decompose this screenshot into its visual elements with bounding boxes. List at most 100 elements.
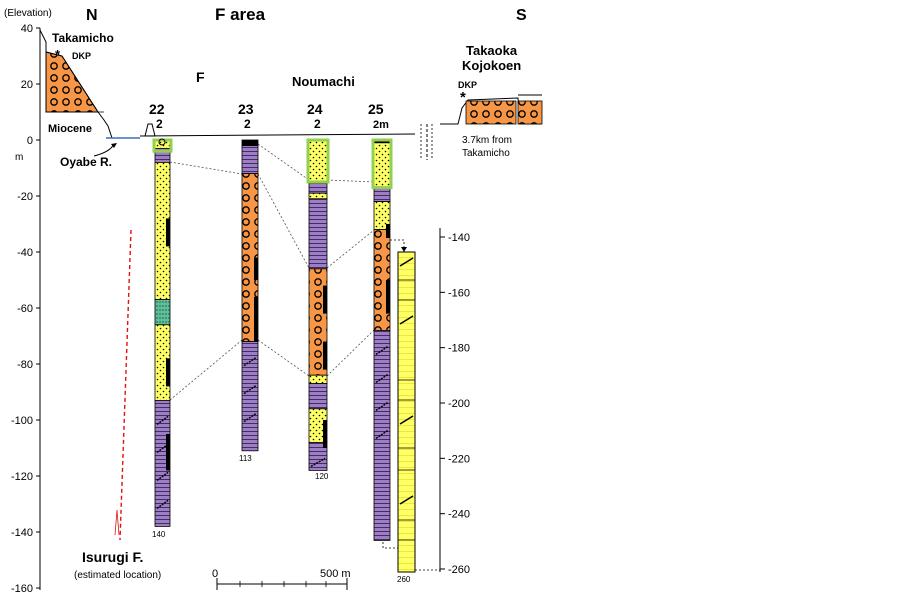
takamicho-terrace: Takamicho * DKP Miocene Oyabe R. — [39, 29, 156, 169]
scale-bar: 0 500 m — [212, 568, 351, 590]
distance-line-1: 3.7km from — [462, 135, 512, 146]
elevation-tick-label: 40 — [21, 23, 33, 35]
elevation-tick-label: -20 — [17, 191, 33, 203]
borehole-24-sub: 2 — [314, 117, 321, 131]
borehole-23-number: 23 — [238, 101, 254, 117]
surface-layer-outline — [371, 138, 393, 190]
core-loss-mark — [323, 341, 327, 370]
takamicho-label: Takamicho — [52, 31, 114, 45]
scale-end: 500 m — [320, 568, 351, 580]
borehole-headers: 22 2 23 2 24 2 25 2m — [149, 101, 389, 131]
oyabe-label: Oyabe R. — [60, 155, 112, 169]
extension-tick-label: -240 — [448, 509, 470, 521]
core-loss-mark — [386, 280, 390, 314]
layer-segment — [308, 181, 328, 194]
layer-segment — [241, 145, 259, 175]
borehole-22-sub: 2 — [156, 117, 163, 131]
scale-start: 0 — [212, 568, 218, 580]
elevation-tick-label: -120 — [11, 471, 33, 483]
slash-mark — [243, 412, 257, 423]
borehole-23-depth: 113 — [239, 454, 252, 463]
layer-segment — [241, 139, 259, 146]
elevation-tick-label: -60 — [17, 303, 33, 315]
layer-segment — [373, 142, 391, 189]
slash-mark — [375, 373, 389, 384]
slash-mark — [156, 471, 169, 482]
distance-line-2: Takamicho — [462, 148, 510, 159]
slash-mark — [156, 415, 169, 426]
extension-tick-label: -260 — [448, 564, 470, 576]
extension-tick-label: -220 — [448, 453, 470, 465]
miocene-label: Miocene — [48, 123, 92, 135]
isurugi-note: (estimated location) — [74, 570, 161, 581]
core-loss-mark — [254, 296, 258, 342]
layer-segment — [154, 299, 171, 326]
takaoka-label: Takaoka — [466, 43, 518, 58]
core-loss-mark — [254, 257, 258, 280]
extension-tick-label: -140 — [448, 232, 470, 244]
core-loss-mark — [166, 358, 170, 387]
slash-mark — [399, 495, 414, 505]
borehole-23-sub: 2 — [244, 117, 251, 131]
layer-segment — [308, 441, 328, 471]
north-label: N — [86, 7, 98, 24]
elevation-tick-label: -100 — [11, 415, 33, 427]
extension-tick-label: -200 — [448, 398, 470, 410]
slash-mark — [375, 429, 389, 440]
slash-mark — [399, 415, 414, 425]
area-title: F area — [215, 5, 266, 24]
layer-segment — [373, 187, 391, 203]
surface-layer-outline — [152, 138, 173, 153]
extension-tick-label: -180 — [448, 343, 470, 355]
ground-surface — [139, 133, 416, 137]
layer-segment — [308, 198, 328, 270]
core-loss-mark — [386, 224, 390, 238]
f-label: F — [196, 69, 205, 85]
gravel-clast — [158, 138, 166, 146]
core-loss-mark — [323, 285, 327, 314]
kojokoen-label: Kojokoen — [462, 58, 521, 73]
borehole-24-column — [306, 138, 330, 471]
slash-mark — [156, 499, 169, 510]
slash-mark — [243, 356, 257, 367]
borehole-columns — [152, 138, 393, 541]
borehole-25-extension: -140 -160 -180 -200 -220 -240 -260 — [382, 228, 470, 576]
core-loss-mark — [323, 420, 327, 448]
elevation-tick-label: -80 — [17, 359, 33, 371]
slash-mark — [156, 443, 169, 454]
core-loss-mark — [166, 434, 170, 471]
south-label: S — [516, 7, 527, 24]
layer-segment — [373, 329, 391, 541]
slash-mark — [399, 257, 414, 267]
elevation-tick-label: -160 — [11, 583, 33, 595]
extension-tick-label: -160 — [448, 287, 470, 299]
slash-mark — [375, 401, 389, 412]
dkp-star-left: * — [55, 47, 61, 62]
takaoka-terrace: Takaoka Kojokoen DKP * 3.7km from Takami… — [440, 43, 543, 159]
surface-layer-outline — [306, 138, 330, 184]
slash-mark — [375, 345, 389, 356]
borehole-22-number: 22 — [149, 101, 165, 117]
dkp-right-label: DKP — [458, 80, 477, 90]
isurugi-fault: Isurugi F. (estimated location) — [74, 229, 161, 581]
elevation-tick-label: 20 — [21, 79, 33, 91]
borehole-24-number: 24 — [307, 101, 323, 117]
slash-mark — [399, 315, 414, 325]
unit-label: m — [15, 152, 23, 163]
layer-segment — [308, 139, 328, 183]
borehole-25-depth: 260 — [397, 575, 411, 584]
dkp-left-label: DKP — [72, 51, 91, 61]
slash-mark — [243, 384, 257, 395]
borehole-25-number: 25 — [368, 101, 384, 117]
layer-segment — [308, 383, 328, 410]
borehole-23-column — [241, 139, 259, 452]
elevation-axis: (Elevation) 40 20 0 -20 -40 -60 -80 -100 -120 -14… — [4, 8, 52, 595]
layer-segment — [308, 192, 328, 200]
borehole-22-column — [152, 138, 173, 527]
elevation-tick-label: 0 — [27, 135, 33, 147]
borehole-24-depth: 120 — [315, 472, 329, 481]
borehole-22-depth: 140 — [152, 530, 166, 539]
elevation-label: (Elevation) — [4, 8, 52, 19]
